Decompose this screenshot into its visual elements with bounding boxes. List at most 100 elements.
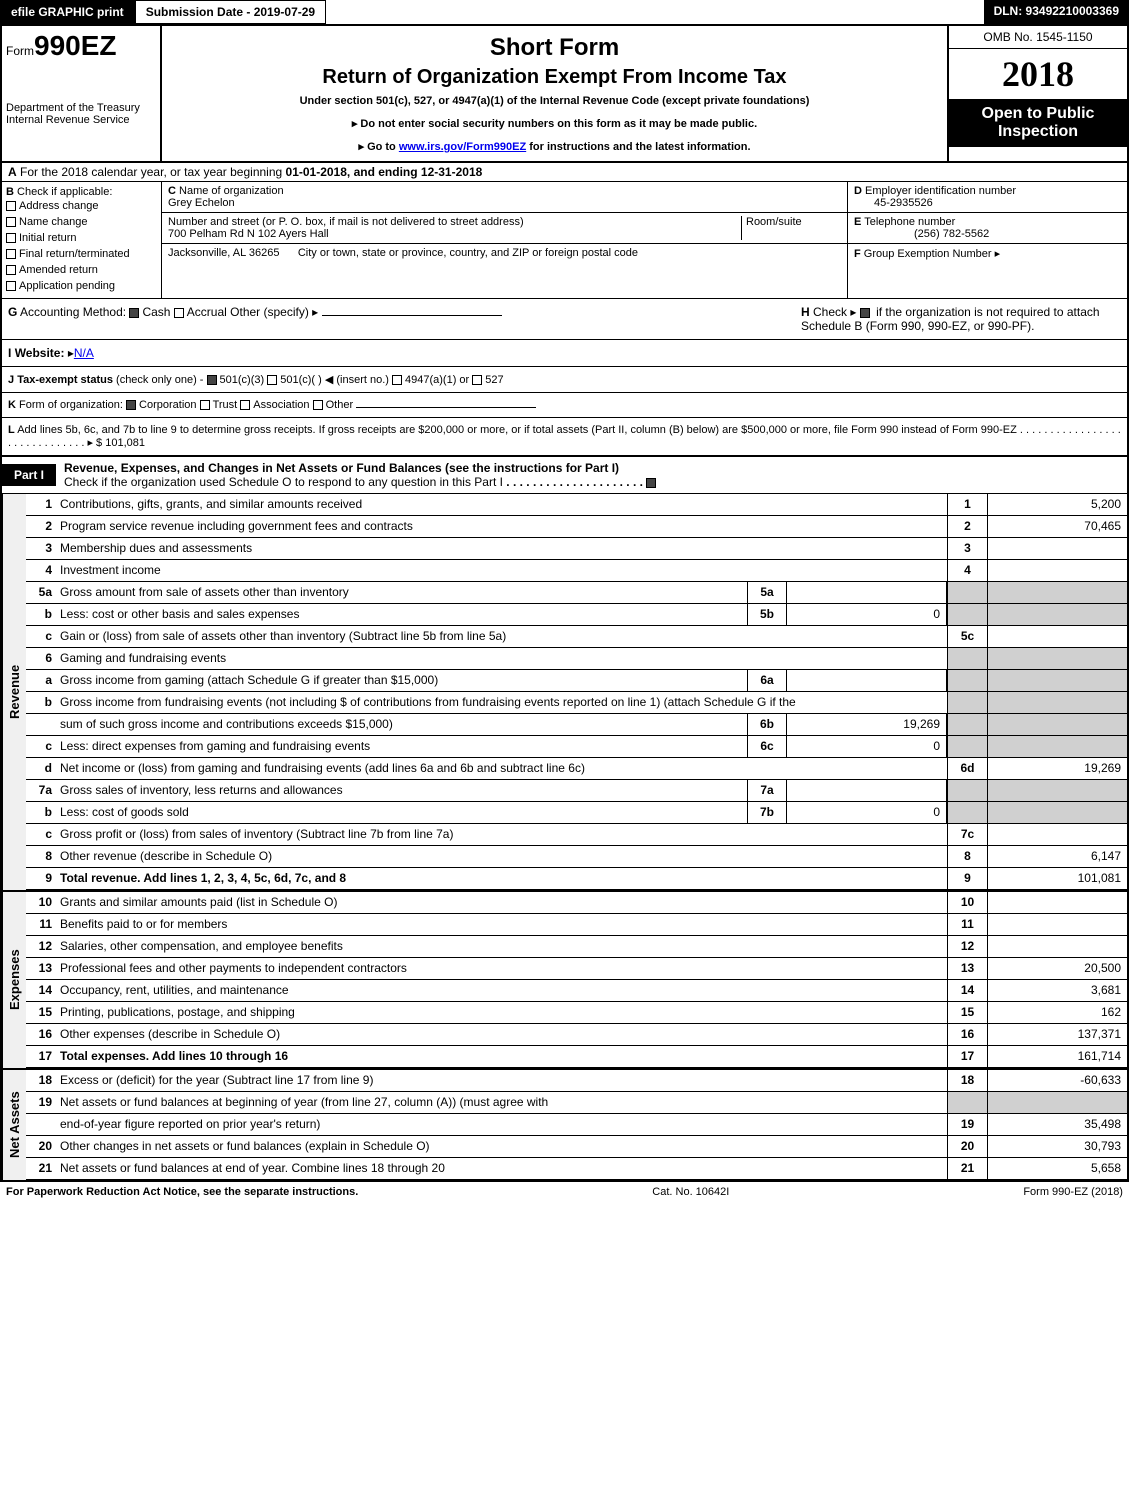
line-value: 70,465 [987,516,1127,537]
table-row: 10Grants and similar amounts paid (list … [26,892,1127,914]
other-org-checkbox[interactable] [313,400,323,410]
shaded-val [987,582,1127,603]
h-check-label: Check [813,305,847,319]
line-description: Net assets or fund balances at end of ye… [56,1158,947,1179]
address-change-checkbox[interactable] [6,201,16,211]
shaded-box [947,736,987,757]
table-row: bGross income from fundraising events (n… [26,692,1127,714]
form-frame: Form990EZ Department of the Treasury Int… [0,24,1129,1182]
line-box: 4 [947,560,987,581]
tax-year: 2018 [949,49,1127,99]
instructions-link[interactable]: www.irs.gov/Form990EZ [399,141,526,153]
application-pending-checkbox[interactable] [6,281,16,291]
line-value: 101,081 [987,868,1127,889]
mid-value: 19,269 [787,714,947,735]
line-value: 20,500 [987,958,1127,979]
shaded-val [987,692,1127,713]
phone-value: (256) 782-5562 [854,228,989,240]
form-org-label: Form of organization: [19,399,123,411]
line-number: 3 [26,538,56,559]
line-value [987,936,1127,957]
other-specify-input[interactable] [322,315,502,316]
line-box: 14 [947,980,987,1001]
other-org-label: Other [326,399,354,411]
amended-return-checkbox[interactable] [6,265,16,275]
mid-label: 7b [747,802,787,823]
table-row: cLess: direct expenses from gaming and f… [26,736,1127,758]
letter-h: H [801,305,810,319]
letter-j: J [8,374,14,386]
initial-return-checkbox[interactable] [6,233,16,243]
trust-checkbox[interactable] [200,400,210,410]
instr-2-pre: Go to [367,141,399,153]
cash-checkbox[interactable] [129,308,139,318]
final-return-checkbox[interactable] [6,249,16,259]
org-name-label: Name of organization [179,185,284,197]
527-checkbox[interactable] [472,375,482,385]
4947-checkbox[interactable] [392,375,402,385]
part-1-label: Part I [2,464,56,486]
website-label: Website: [15,346,65,360]
website-link[interactable]: N/A [74,346,94,360]
omb-number: OMB No. 1545-1150 [949,26,1127,49]
table-row: 4Investment income4 [26,560,1127,582]
mid-value [787,582,947,603]
line-number: c [26,626,56,647]
line-number [26,714,56,735]
insert-no-label: (insert no.) [336,374,389,386]
accrual-checkbox[interactable] [174,308,184,318]
shaded-val [987,604,1127,625]
mid-label: 6c [747,736,787,757]
501c3-checkbox[interactable] [207,375,217,385]
name-change-checkbox[interactable] [6,217,16,227]
line-value: 6,147 [987,846,1127,867]
line-box: 8 [947,846,987,867]
ein-value: 45-2935526 [854,197,933,209]
line-box: 2 [947,516,987,537]
line-number: 2 [26,516,56,537]
line-description: Occupancy, rent, utilities, and maintena… [56,980,947,1001]
4947-label: 4947(a)(1) or [405,374,469,386]
line-box: 10 [947,892,987,913]
mid-label: 5a [747,582,787,603]
ein-label: Employer identification number [865,185,1016,197]
501c-checkbox[interactable] [267,375,277,385]
line-box: 7c [947,824,987,845]
line-number: 4 [26,560,56,581]
line-value [987,892,1127,913]
line-box: 12 [947,936,987,957]
schedule-o-checkbox[interactable] [646,478,656,488]
line-number: d [26,758,56,779]
other-label: Other (specify) [230,305,309,319]
line-description: Gain or (loss) from sale of assets other… [56,626,947,647]
line-box: 5c [947,626,987,647]
line-number: b [26,802,56,823]
shaded-box [947,1092,987,1113]
line-description: Program service revenue including govern… [56,516,947,537]
corporation-checkbox[interactable] [126,400,136,410]
line-number: 21 [26,1158,56,1179]
table-row: 18Excess or (deficit) for the year (Subt… [26,1070,1127,1092]
shaded-val [987,714,1127,735]
line-description: Less: direct expenses from gaming and fu… [56,736,747,757]
line-description: Benefits paid to or for members [56,914,947,935]
line-description: end-of-year figure reported on prior yea… [56,1114,947,1135]
line-description: Net income or (loss) from gaming and fun… [56,758,947,779]
shaded-box [947,780,987,801]
other-org-input[interactable] [356,407,536,408]
mid-label: 6a [747,670,787,691]
line-number: 16 [26,1024,56,1045]
addr-label: Number and street (or P. O. box, if mail… [168,216,524,228]
address-change-label: Address change [19,200,99,212]
letter-b: B [6,186,14,198]
line-box: 19 [947,1114,987,1135]
form-number: 990EZ [34,30,117,61]
table-row: 2Program service revenue including gover… [26,516,1127,538]
efile-print-button[interactable]: efile GRAPHIC print [0,0,135,24]
room-suite-label: Room/suite [741,216,841,240]
schedule-b-checkbox[interactable] [860,308,870,318]
dept-treasury: Department of the Treasury [6,102,156,114]
netassets-section-label: Net Assets [2,1070,26,1180]
association-checkbox[interactable] [240,400,250,410]
accrual-label: Accrual [187,305,227,319]
